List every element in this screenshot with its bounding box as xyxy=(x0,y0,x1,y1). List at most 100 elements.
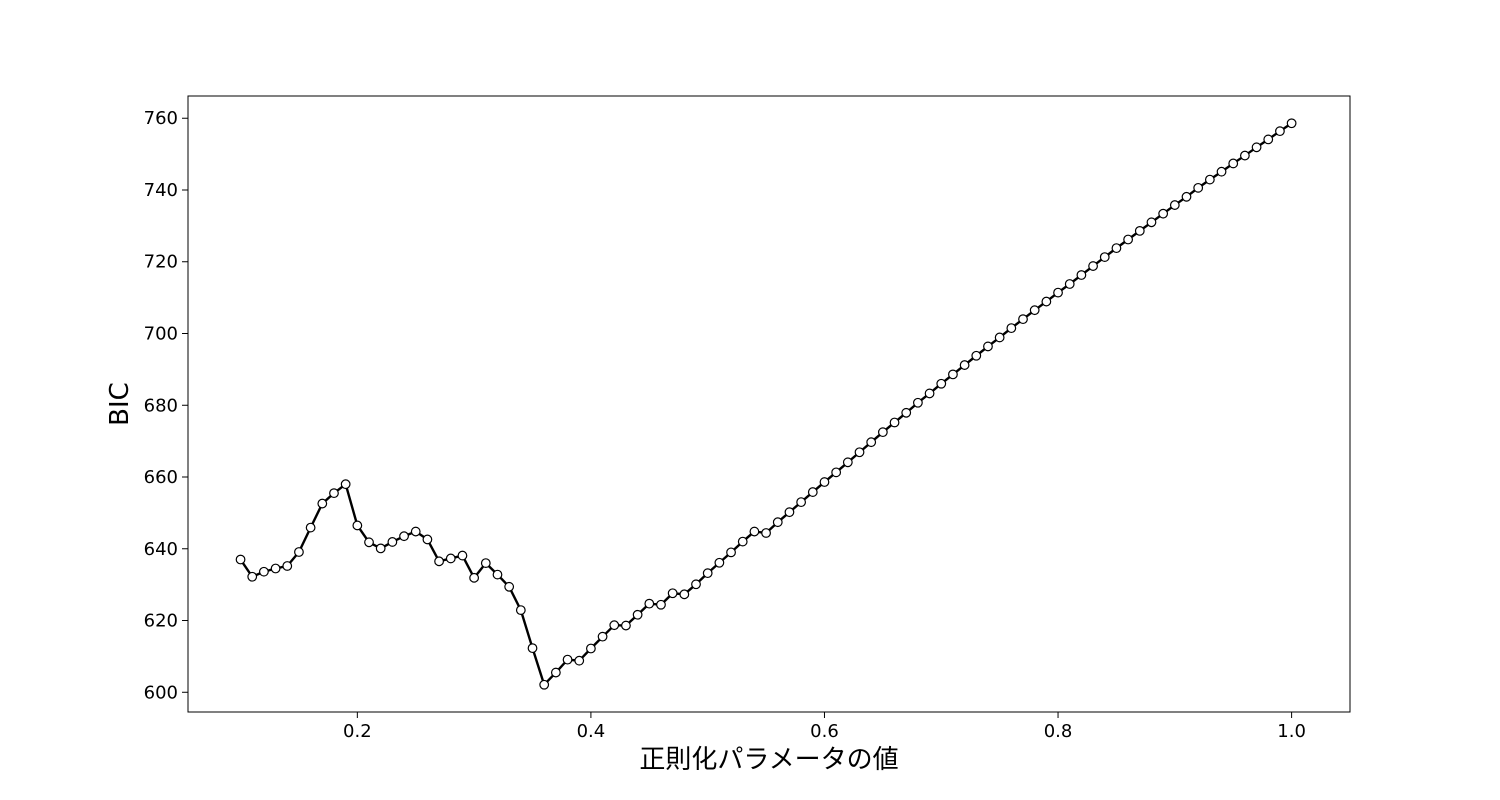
data-point xyxy=(691,579,701,590)
data-point xyxy=(679,589,690,600)
x-tick-label: 0.8 xyxy=(1044,721,1073,742)
data-point xyxy=(1029,305,1040,316)
data-point xyxy=(1088,261,1098,271)
data-point xyxy=(772,517,783,528)
data-point xyxy=(270,563,281,574)
data-point xyxy=(574,655,585,666)
data-point xyxy=(1193,182,1204,193)
data-point xyxy=(1216,166,1227,177)
data-point xyxy=(901,407,912,418)
data-point xyxy=(1123,234,1134,245)
data-point xyxy=(609,620,620,631)
data-point xyxy=(714,557,725,568)
data-point xyxy=(457,550,468,561)
data-point xyxy=(1076,270,1087,280)
data-point xyxy=(1169,200,1180,210)
data-point xyxy=(784,507,795,518)
y-tick-label: 740 xyxy=(144,180,178,201)
data-point xyxy=(422,534,433,545)
data-point xyxy=(1275,126,1285,137)
data-point xyxy=(1134,225,1145,236)
data-point xyxy=(282,561,293,571)
x-tick-label: 0.6 xyxy=(810,721,839,742)
data-point xyxy=(959,360,970,370)
data-point xyxy=(1239,150,1250,161)
data-point xyxy=(340,479,351,490)
data-point xyxy=(644,598,655,609)
data-point xyxy=(247,571,258,582)
data-point xyxy=(445,553,456,564)
data-point xyxy=(913,397,923,408)
data-point xyxy=(352,520,363,531)
data-point xyxy=(737,536,748,547)
data-point xyxy=(1006,323,1017,334)
data-point xyxy=(539,679,550,690)
data-point xyxy=(632,609,643,620)
data-point xyxy=(527,643,538,654)
y-tick-label: 600 xyxy=(144,682,178,703)
y-tick-label: 660 xyxy=(144,467,178,488)
data-point xyxy=(375,543,386,554)
data-point xyxy=(761,528,771,538)
data-point xyxy=(364,537,374,548)
data-point xyxy=(586,643,596,654)
data-point xyxy=(305,522,316,533)
data-point xyxy=(936,378,947,389)
x-tick-label: 1.0 xyxy=(1277,721,1306,742)
data-point xyxy=(667,588,678,599)
x-tick-label: 0.2 xyxy=(343,721,372,742)
data-point xyxy=(807,487,818,497)
series-bic xyxy=(235,118,1297,690)
data-point xyxy=(924,388,935,399)
data-point xyxy=(399,531,409,542)
data-point xyxy=(656,599,666,610)
data-point xyxy=(597,631,608,642)
y-axis-label: BIC xyxy=(105,382,135,426)
data-point xyxy=(866,437,877,448)
series-line xyxy=(239,122,1293,686)
y-tick-label: 680 xyxy=(144,395,178,416)
data-point xyxy=(726,547,736,558)
y-tick-label: 620 xyxy=(144,611,178,632)
data-point xyxy=(889,417,900,428)
data-point xyxy=(971,350,982,361)
y-tick-label: 700 xyxy=(144,324,178,345)
data-point xyxy=(1263,134,1274,145)
data-point xyxy=(831,467,842,478)
data-point xyxy=(235,554,246,565)
data-point xyxy=(1181,191,1192,202)
data-point xyxy=(1111,243,1122,254)
data-point xyxy=(842,457,853,468)
data-point xyxy=(329,488,339,499)
data-point xyxy=(317,498,328,509)
y-tick-label: 640 xyxy=(144,539,178,560)
data-point xyxy=(948,369,958,380)
data-point xyxy=(1286,118,1297,129)
data-point xyxy=(983,341,993,352)
y-tick-label: 720 xyxy=(144,252,178,273)
data-point xyxy=(550,667,561,678)
y-axis: 600 620 640 660 680 700 720 740 760 xyxy=(144,108,188,703)
data-point xyxy=(621,620,631,631)
plot-area-frame xyxy=(187,95,1351,713)
data-point xyxy=(877,427,888,438)
data-point xyxy=(1228,158,1239,169)
data-point xyxy=(1099,252,1110,262)
data-point xyxy=(410,526,421,537)
data-point xyxy=(1018,314,1028,325)
data-point xyxy=(1041,296,1052,307)
data-point xyxy=(480,558,491,569)
x-axis: 0.2 0.4 0.6 0.8 1.0 xyxy=(343,712,1306,742)
data-point xyxy=(1158,208,1169,219)
data-point xyxy=(434,556,444,567)
data-point xyxy=(702,568,713,579)
data-point xyxy=(819,477,830,487)
data-point xyxy=(387,537,398,547)
data-point xyxy=(1064,279,1075,289)
data-point xyxy=(994,332,1005,343)
data-point xyxy=(854,447,865,458)
data-point xyxy=(515,605,526,616)
data-point xyxy=(749,526,760,537)
x-axis-label: 正則化パラメータの値 xyxy=(639,745,898,775)
